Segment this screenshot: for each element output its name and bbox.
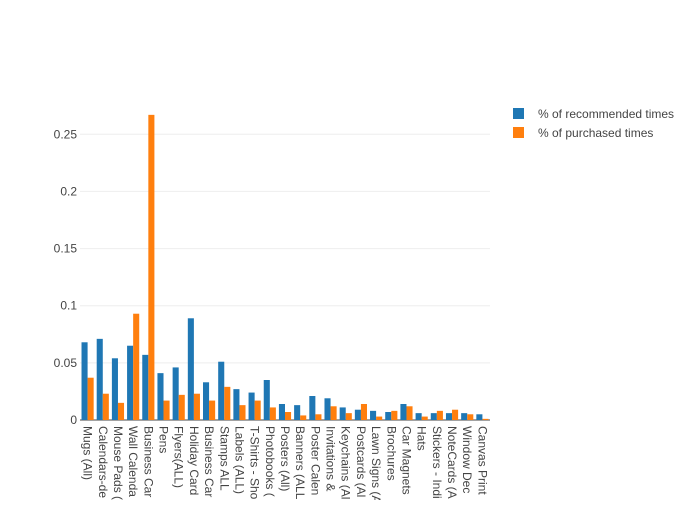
legend: % of recommended times % of purchased tim… — [513, 107, 674, 140]
y-tick-label: 0 — [70, 413, 77, 427]
bar-recommended[interactable] — [400, 404, 407, 420]
x-tick-label: Banners (ALL — [293, 426, 307, 500]
bar-recommended[interactable] — [172, 367, 179, 420]
bar-recommended[interactable] — [263, 380, 270, 420]
bar-purchased[interactable] — [436, 410, 443, 420]
y-tick-label: 0.2 — [60, 184, 77, 198]
bar-purchased[interactable] — [391, 410, 398, 420]
bar-recommended[interactable] — [233, 389, 240, 420]
bar-purchased[interactable] — [467, 414, 474, 420]
bar-recommended[interactable] — [278, 404, 285, 420]
bar-recommended[interactable] — [187, 318, 194, 420]
bar-purchased[interactable] — [421, 416, 428, 420]
bar-recommended[interactable] — [476, 414, 483, 420]
bar-purchased[interactable] — [163, 400, 170, 420]
bar-recommended[interactable] — [309, 396, 316, 420]
bar-recommended[interactable] — [142, 354, 149, 420]
x-tick-label: Wall Calenda — [126, 426, 140, 497]
bar-purchased[interactable] — [300, 415, 307, 420]
x-tick-label: Calendars-de — [96, 426, 110, 498]
bar-purchased[interactable] — [269, 407, 276, 420]
x-tick-label: T-Shirts - Sho — [248, 426, 262, 500]
bar-purchased[interactable] — [406, 406, 413, 420]
bar-recommended[interactable] — [81, 342, 88, 420]
bar-recommended[interactable] — [445, 413, 453, 420]
bar-recommended[interactable] — [248, 392, 255, 420]
bar-purchased[interactable] — [452, 409, 459, 420]
x-tick-label: Pens — [157, 426, 171, 453]
bar-purchased[interactable] — [254, 400, 261, 420]
bar-purchased[interactable] — [133, 313, 140, 420]
bar-recommended[interactable] — [127, 345, 134, 420]
x-tick-label: Postcards (Al — [354, 426, 368, 497]
bar-recommended[interactable] — [415, 413, 422, 420]
bar-purchased[interactable] — [148, 114, 155, 420]
bar-recommended[interactable] — [324, 398, 331, 420]
x-tick-label: Photobooks ( — [263, 426, 277, 497]
x-tick-label: Brochures — [384, 426, 398, 481]
bar-recommended[interactable] — [370, 410, 377, 420]
y-axis-ticks: 0 0.05 0.1 0.15 0.2 0.25 — [54, 127, 78, 427]
bar-recommended[interactable] — [111, 358, 118, 420]
x-tick-label: Lawn Signs (A — [369, 426, 383, 500]
bar-recommended[interactable] — [157, 373, 164, 420]
bar-purchased[interactable] — [376, 416, 383, 420]
x-tick-label: Hats — [415, 426, 429, 451]
bar-recommended[interactable] — [294, 405, 301, 420]
x-tick-label: Invitations & — [324, 426, 338, 491]
bar-purchased[interactable] — [360, 404, 367, 420]
bar-recommended[interactable] — [385, 412, 392, 420]
bars — [81, 114, 489, 420]
x-tick-label: Flyers(ALL) — [172, 426, 186, 488]
bar-recommended[interactable] — [218, 361, 225, 420]
x-tick-label: Canvas Print — [475, 426, 489, 495]
legend-swatch — [513, 108, 524, 119]
legend-label[interactable]: % of purchased times — [538, 126, 653, 140]
x-tick-label: Poster Calen — [308, 426, 322, 495]
bar-purchased[interactable] — [209, 400, 216, 420]
bar-purchased[interactable] — [330, 406, 337, 420]
bar-purchased[interactable] — [482, 418, 489, 420]
y-tick-label: 0.05 — [54, 356, 78, 370]
x-tick-label: Keychains (Al — [339, 426, 353, 499]
bar-purchased[interactable] — [285, 412, 292, 420]
x-tick-label: Holiday Card — [187, 426, 201, 495]
bar-purchased[interactable] — [117, 402, 125, 420]
bar-recommended[interactable] — [339, 407, 346, 420]
bar-purchased[interactable] — [178, 394, 185, 420]
legend-label[interactable]: % of recommended times — [538, 107, 674, 121]
x-tick-label: Mugs (All) — [81, 426, 95, 480]
bar-recommended[interactable] — [461, 413, 468, 420]
bar-purchased[interactable] — [87, 377, 94, 420]
x-tick-label: NoteCards (A — [445, 426, 459, 499]
legend-swatch — [513, 127, 524, 138]
x-tick-label: Business Car — [202, 426, 216, 497]
x-tick-label: Stamps ALL — [217, 426, 231, 491]
x-tick-label: Window Dec — [460, 426, 474, 493]
x-axis-ticks: Mugs (All) Calendars-de Mouse Pads (Wall C… — [81, 426, 490, 503]
bar-purchased[interactable] — [224, 386, 231, 420]
bar-purchased[interactable] — [345, 413, 352, 420]
y-tick-label: 0.1 — [60, 299, 77, 313]
bar-recommended[interactable] — [96, 338, 103, 420]
x-tick-label: Car Magnets — [399, 426, 413, 495]
x-tick-label: Posters (All) — [278, 426, 292, 491]
grid-lines — [80, 133, 490, 421]
x-tick-label: Stickers - Indi — [430, 426, 444, 499]
bar-recommended[interactable] — [354, 409, 361, 420]
bar-recommended[interactable] — [203, 382, 210, 420]
x-tick-label: Mouse Pads ( — [111, 426, 125, 500]
bar-purchased[interactable] — [193, 393, 200, 420]
x-tick-label: Labels (ALL) — [232, 426, 246, 494]
bar-purchased[interactable] — [102, 393, 109, 420]
bar-recommended[interactable] — [430, 413, 437, 420]
bar-purchased[interactable] — [239, 405, 246, 420]
y-tick-label: 0.25 — [54, 127, 78, 141]
x-tick-label: Business Car — [141, 426, 155, 497]
y-tick-label: 0.15 — [54, 242, 78, 256]
bar-purchased[interactable] — [315, 414, 322, 420]
